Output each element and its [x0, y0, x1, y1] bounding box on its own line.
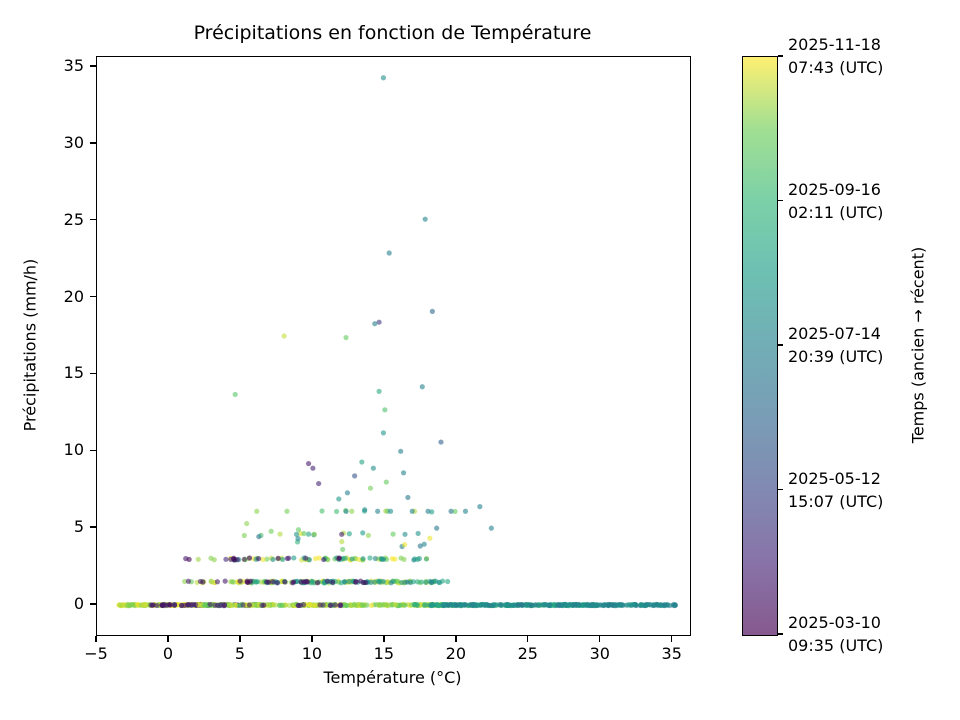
- y-tick-label: 30: [63, 132, 84, 152]
- x-tick-mark: [167, 635, 169, 642]
- x-tick-label: 35: [661, 644, 682, 663]
- y-tick-label: 35: [63, 55, 84, 75]
- x-tick-mark: [383, 635, 385, 642]
- x-tick-label: 30: [589, 644, 610, 663]
- y-tick-label: 0: [73, 594, 84, 614]
- colorbar-tick-label: 2025-09-16 02:11 (UTC): [788, 179, 884, 222]
- y-tick-label: 20: [63, 286, 84, 306]
- colorbar-gradient: [743, 57, 777, 635]
- x-axis-label: Température (°C): [323, 668, 462, 687]
- x-tick-mark: [671, 635, 673, 642]
- x-tick-label: −5: [84, 644, 108, 663]
- colorbar-tick-label: 2025-11-18 07:43 (UTC): [788, 35, 884, 77]
- y-tick-mark: [90, 603, 96, 605]
- x-tick-mark: [527, 635, 529, 642]
- y-tick-mark: [90, 526, 96, 528]
- plot-area: [96, 56, 691, 636]
- colorbar-tick-label: 2025-05-12 15:07 (UTC): [788, 468, 884, 511]
- x-tick-mark: [455, 635, 457, 642]
- x-tick-label: 10: [301, 644, 323, 663]
- y-tick-label: 25: [63, 209, 84, 229]
- colorbar-tick-mark: [777, 344, 783, 346]
- y-tick-mark: [90, 65, 96, 67]
- y-tick-mark: [90, 449, 96, 451]
- chart-title: Précipitations en fonction de Températur…: [193, 22, 592, 44]
- x-tick-label: 0: [162, 644, 174, 663]
- colorbar: [742, 56, 778, 636]
- x-tick-mark: [599, 635, 601, 642]
- y-tick-label: 10: [63, 440, 84, 460]
- y-tick-mark: [90, 219, 96, 221]
- colorbar-tick-label: 2025-07-14 20:39 (UTC): [788, 324, 884, 366]
- colorbar-tick-label: 2025-03-10 09:35 (UTC): [788, 613, 884, 655]
- x-tick-mark: [95, 635, 97, 642]
- x-tick-label: 15: [373, 644, 395, 663]
- y-tick-mark: [90, 295, 96, 298]
- colorbar-tick-mark: [777, 488, 783, 491]
- colorbar-tick-mark: [777, 55, 783, 57]
- y-tick-label: 15: [63, 363, 84, 383]
- y-tick-mark: [90, 142, 96, 144]
- colorbar-tick-mark: [777, 633, 783, 635]
- y-tick-label: 5: [73, 517, 84, 537]
- x-tick-label: 25: [517, 644, 538, 663]
- colorbar-axis-label: Temps (ancien → récent): [908, 246, 928, 444]
- scatter-canvas: [97, 57, 690, 635]
- x-tick-label: 20: [445, 644, 466, 663]
- x-tick-mark: [311, 635, 313, 642]
- y-tick-mark: [90, 372, 96, 375]
- x-tick-label: 5: [234, 644, 246, 663]
- colorbar-tick-mark: [777, 199, 783, 202]
- x-tick-mark: [239, 635, 241, 642]
